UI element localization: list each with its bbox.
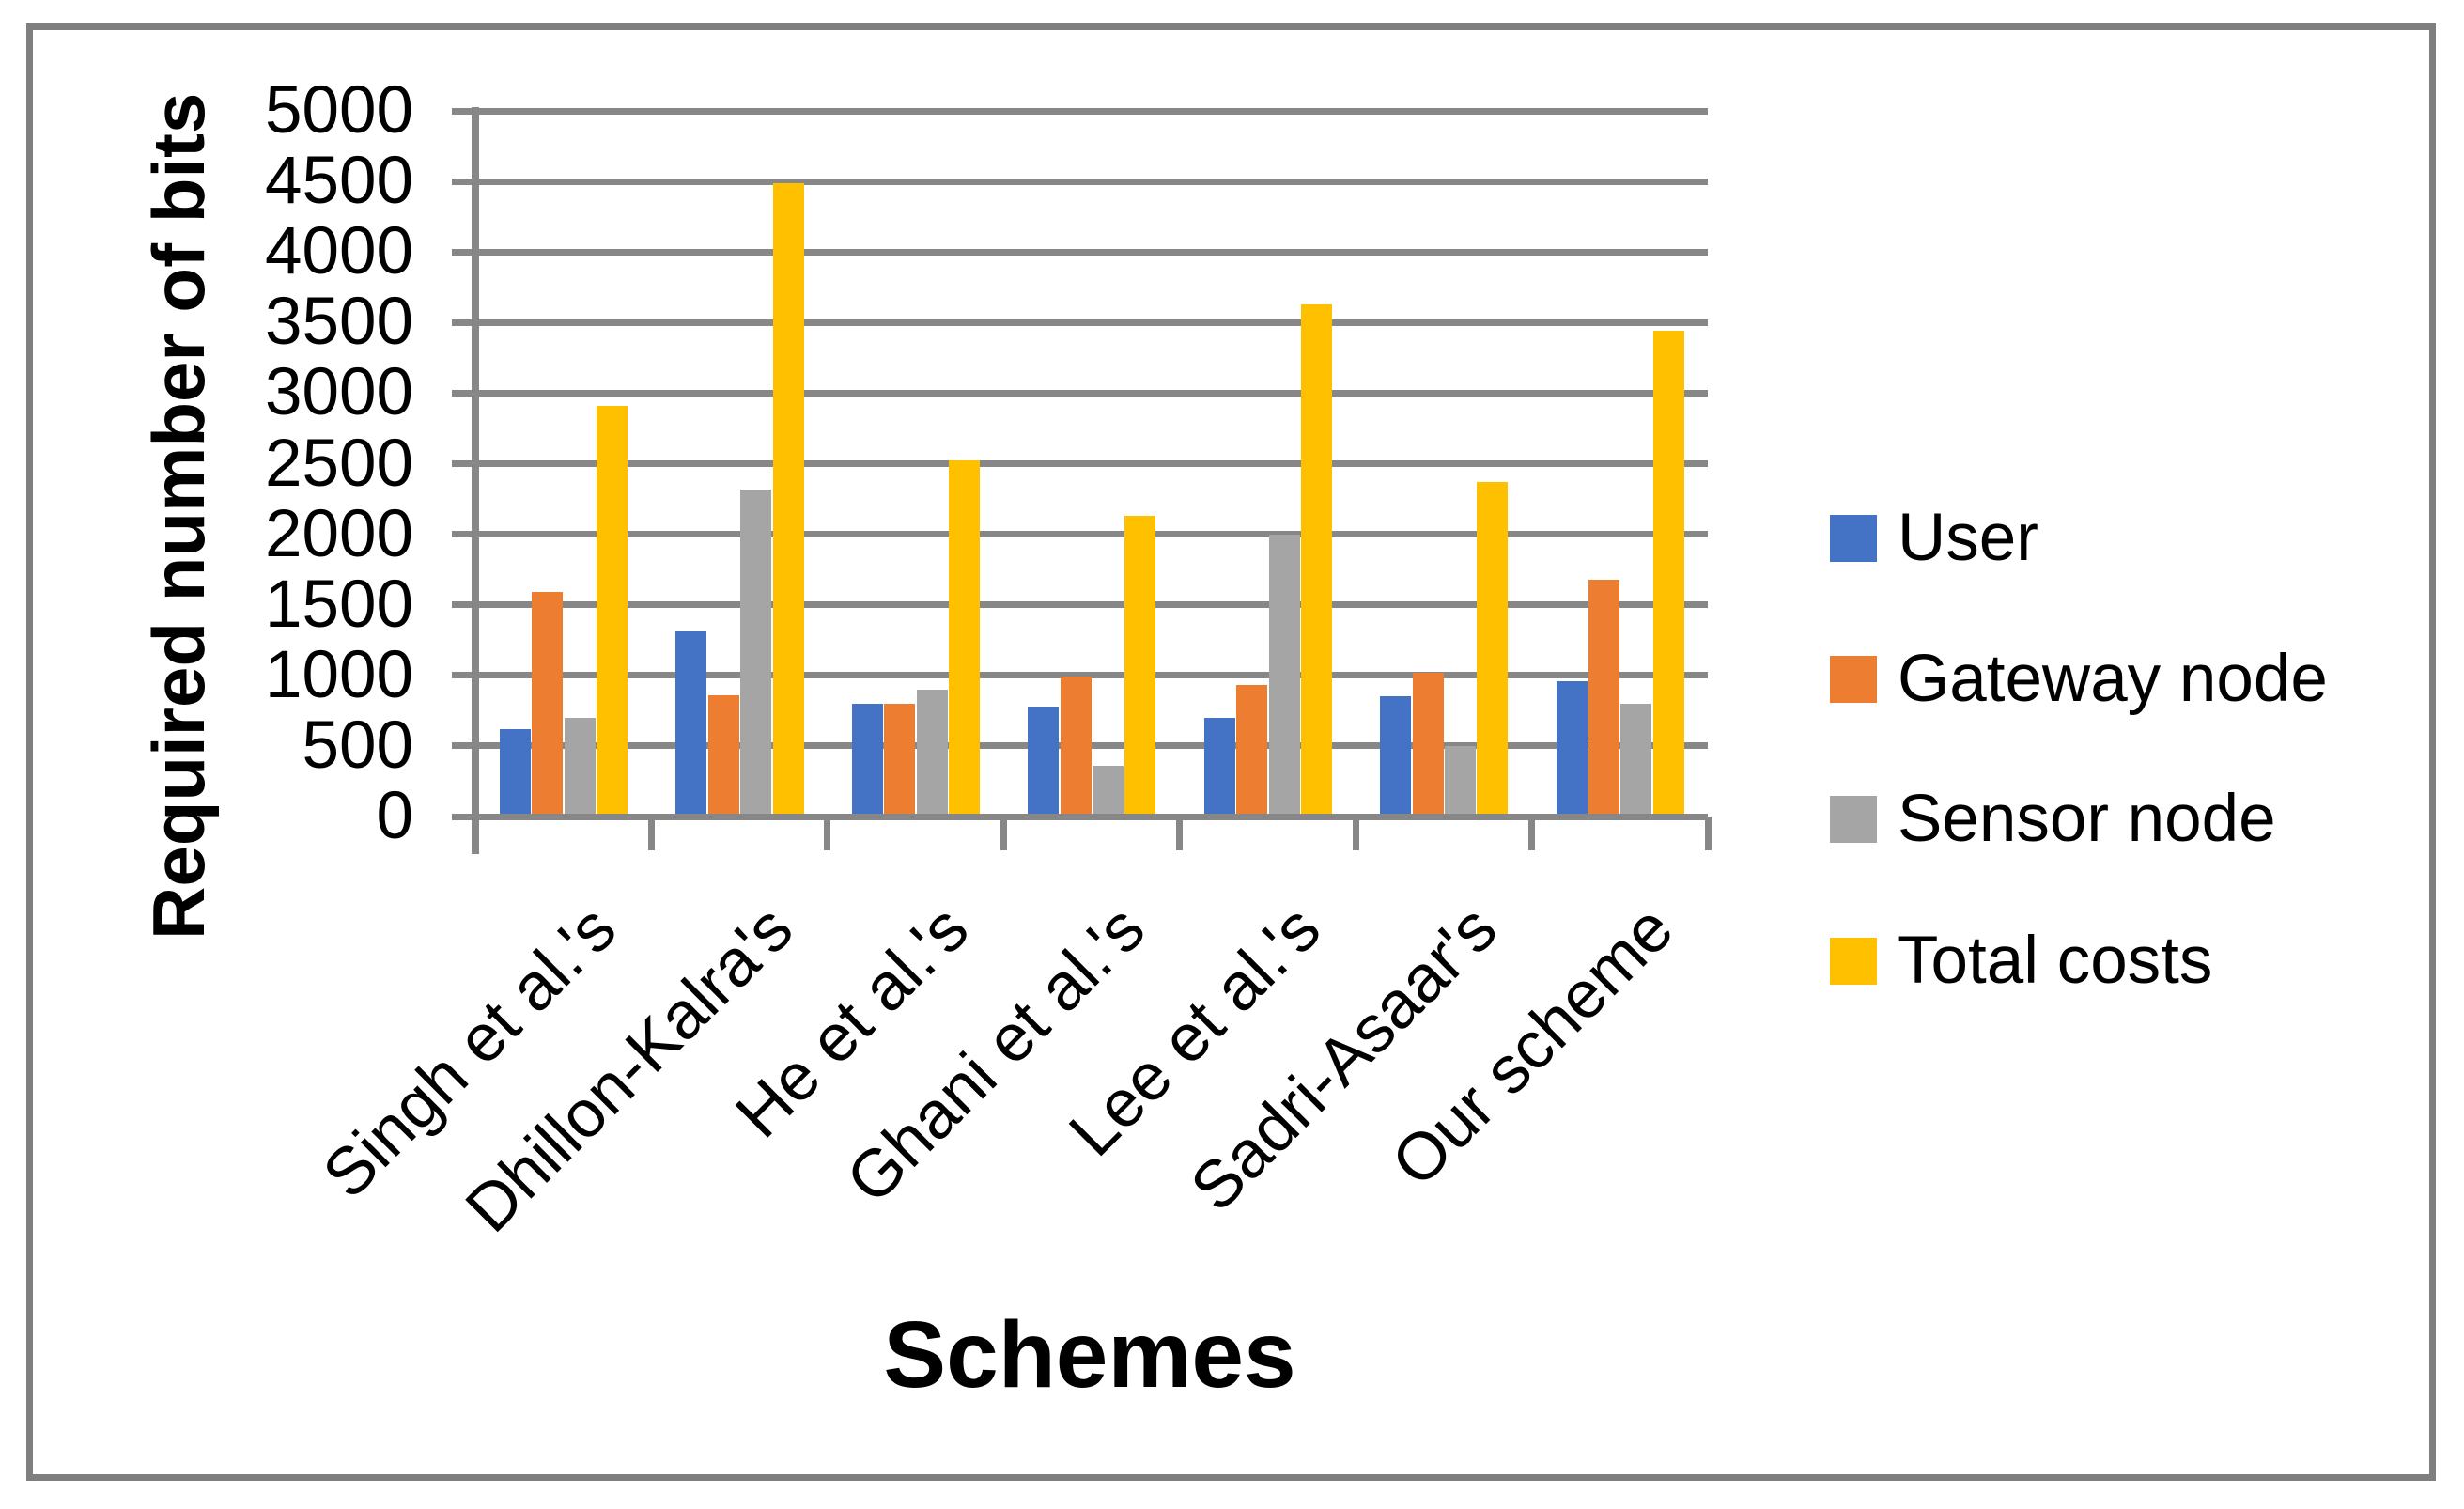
bar-user-sadri-asaar-s: [1380, 696, 1412, 817]
bar-sensor-node-ghani-et-al-s: [1093, 765, 1124, 817]
x-axis-tick: [647, 817, 655, 850]
x-axis-tick: [824, 817, 831, 850]
y-axis-tick: [452, 672, 475, 679]
y-tick-label: 1000: [265, 637, 413, 712]
legend-entry-sensor-node: Sensor node: [1830, 782, 2276, 856]
gridline: [475, 460, 1708, 467]
y-axis-tick: [452, 107, 475, 115]
y-tick-label: 0: [376, 779, 414, 853]
y-tick-label: 5000: [265, 73, 413, 148]
y-tick-label: 4500: [265, 144, 413, 219]
x-axis-tick: [1352, 817, 1359, 850]
bar-total-costs-he-et-al-s: [949, 460, 981, 817]
bar-gateway-node-singh-et-al-s: [532, 592, 564, 817]
gridline: [475, 531, 1708, 538]
x-axis-tick: [1176, 817, 1184, 850]
x-axis-tick: [1000, 817, 1007, 850]
bar-total-costs-singh-et-al-s: [597, 405, 628, 817]
y-axis-tick: [452, 601, 475, 609]
gridline: [475, 742, 1708, 750]
y-tick-label: 1500: [265, 567, 413, 642]
bar-gateway-node-ghani-et-al-s: [1060, 677, 1092, 817]
legend-label-sensor-node: Sensor node: [1898, 782, 2276, 856]
bar-total-costs-ghani-et-al-s: [1124, 516, 1156, 817]
gridline: [475, 389, 1708, 397]
bar-total-costs-dhillon-kalra-s: [772, 182, 804, 817]
y-tick-label: 500: [302, 708, 413, 783]
chart-border: [26, 23, 2436, 1481]
bar-user-ghani-et-al-s: [1028, 706, 1060, 817]
gridline: [475, 248, 1708, 256]
bar-sensor-node-dhillon-kalra-s: [740, 489, 772, 817]
bar-sensor-node-singh-et-al-s: [564, 717, 596, 817]
bar-total-costs-sadri-asaar-s: [1477, 482, 1509, 817]
legend-label-user: User: [1898, 501, 2038, 575]
y-tick-label: 4000: [265, 214, 413, 289]
y-axis-line: [472, 107, 479, 854]
y-tick-label: 2000: [265, 496, 413, 571]
bar-sensor-node-lee-et-al-s: [1268, 534, 1300, 817]
y-tick-label: 2500: [265, 426, 413, 501]
bar-user-lee-et-al-s: [1203, 717, 1235, 817]
legend-entry-gateway-node: Gateway node: [1830, 642, 2328, 716]
y-axis-tick: [452, 460, 475, 467]
x-axis-tick: [1704, 817, 1712, 850]
x-axis-tick: [1528, 817, 1536, 850]
bar-total-costs-our-scheme: [1652, 331, 1684, 817]
bar-sensor-node-our-scheme: [1620, 703, 1652, 817]
bar-gateway-node-dhillon-kalra-s: [707, 694, 739, 817]
y-axis-tick: [452, 178, 475, 185]
x-axis-line: [452, 813, 1708, 820]
x-axis-title: Schemes: [883, 1302, 1296, 1408]
bar-gateway-node-lee-et-al-s: [1236, 685, 1268, 817]
x-category-label-sadri-asaar-s: Sadri-Asaar's: [1176, 891, 1511, 1226]
bar-gateway-node-he-et-al-s: [884, 703, 916, 817]
legend-label-total-costs: Total costs: [1898, 924, 2213, 998]
legend-entry-user: User: [1830, 501, 2038, 575]
bar-user-our-scheme: [1556, 680, 1588, 817]
bar-user-he-et-al-s: [851, 703, 883, 817]
legend-swatch-total-costs: [1830, 938, 1877, 985]
legend-swatch-gateway-node: [1830, 656, 1877, 703]
legend-label-gateway-node: Gateway node: [1898, 642, 2328, 716]
bar-user-singh-et-al-s: [500, 728, 531, 817]
bar-sensor-node-sadri-asaar-s: [1444, 745, 1476, 817]
legend-entry-total-costs: Total costs: [1830, 924, 2213, 998]
y-axis-tick: [452, 531, 475, 538]
gridline: [475, 178, 1708, 185]
bar-gateway-node-our-scheme: [1588, 579, 1619, 817]
x-axis-tick: [472, 817, 479, 850]
gridline: [475, 672, 1708, 679]
legend-swatch-user: [1830, 515, 1877, 562]
gridline: [475, 601, 1708, 609]
legend-swatch-sensor-node: [1830, 796, 1877, 843]
y-axis-tick: [452, 389, 475, 397]
y-tick-label: 3000: [265, 355, 413, 430]
y-axis-tick: [452, 319, 475, 326]
gridline: [475, 107, 1708, 115]
y-axis-tick: [452, 248, 475, 256]
y-axis-tick: [452, 742, 475, 750]
bar-total-costs-lee-et-al-s: [1300, 303, 1332, 817]
gridline: [475, 319, 1708, 326]
y-tick-label: 3500: [265, 285, 413, 360]
bar-user-dhillon-kalra-s: [675, 631, 707, 817]
bar-gateway-node-sadri-asaar-s: [1412, 672, 1444, 817]
bar-sensor-node-he-et-al-s: [916, 689, 948, 817]
